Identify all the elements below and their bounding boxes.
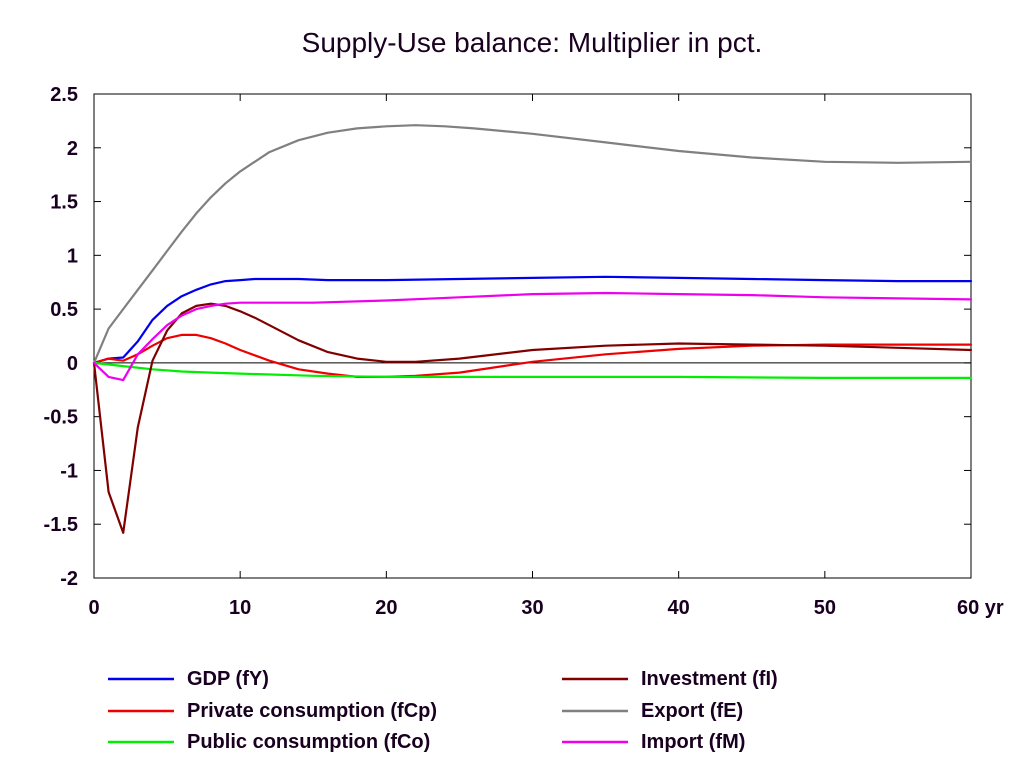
plot-frame bbox=[93, 93, 972, 579]
legend-label-gdp-fy: GDP (fY) bbox=[187, 668, 269, 690]
chart-title: Supply-Use balance: Multiplier in pct. bbox=[302, 27, 763, 58]
x-tick-label: 30 bbox=[521, 597, 543, 619]
x-tick-label: 50 bbox=[814, 597, 836, 619]
x-tick-label: 20 bbox=[375, 597, 397, 619]
series-line-export-fe bbox=[92, 124, 973, 364]
legend-label-private-consumption-fcp: Private consumption (fCp) bbox=[187, 700, 437, 722]
legend-label-investment-fi: Investment (fI) bbox=[641, 668, 778, 690]
series-line-private-consumption-fcp bbox=[92, 333, 973, 378]
y-tick-label: 0 bbox=[67, 353, 78, 375]
x-tick-label: 0 bbox=[88, 597, 99, 619]
y-tick-label: 1 bbox=[67, 245, 78, 267]
y-tick-label: -1 bbox=[60, 460, 78, 482]
y-tick-label: 1.5 bbox=[50, 192, 78, 214]
x-tick-label: 60 yr bbox=[957, 597, 1004, 619]
series-line-gdp-fy bbox=[92, 275, 973, 364]
y-tick-label: -2 bbox=[60, 568, 78, 590]
y-tick-label: -0.5 bbox=[44, 407, 78, 429]
legend-label-export-fe: Export (fE) bbox=[641, 700, 743, 722]
series-line-public-consumption-fco bbox=[92, 361, 973, 379]
y-tick-label: 2 bbox=[67, 138, 78, 160]
legend-label-public-consumption-fco: Public consumption (fCo) bbox=[187, 731, 430, 753]
y-tick-label: 0.5 bbox=[50, 299, 78, 321]
x-tick-label: 40 bbox=[668, 597, 690, 619]
series-line-investment-fi bbox=[92, 302, 973, 534]
y-tick-label: 2.5 bbox=[50, 84, 78, 106]
legend-label-import-fm: Import (fM) bbox=[641, 731, 745, 753]
series-line-import-fm bbox=[92, 291, 973, 382]
y-tick-label: -1.5 bbox=[44, 514, 78, 536]
x-tick-label: 10 bbox=[229, 597, 251, 619]
